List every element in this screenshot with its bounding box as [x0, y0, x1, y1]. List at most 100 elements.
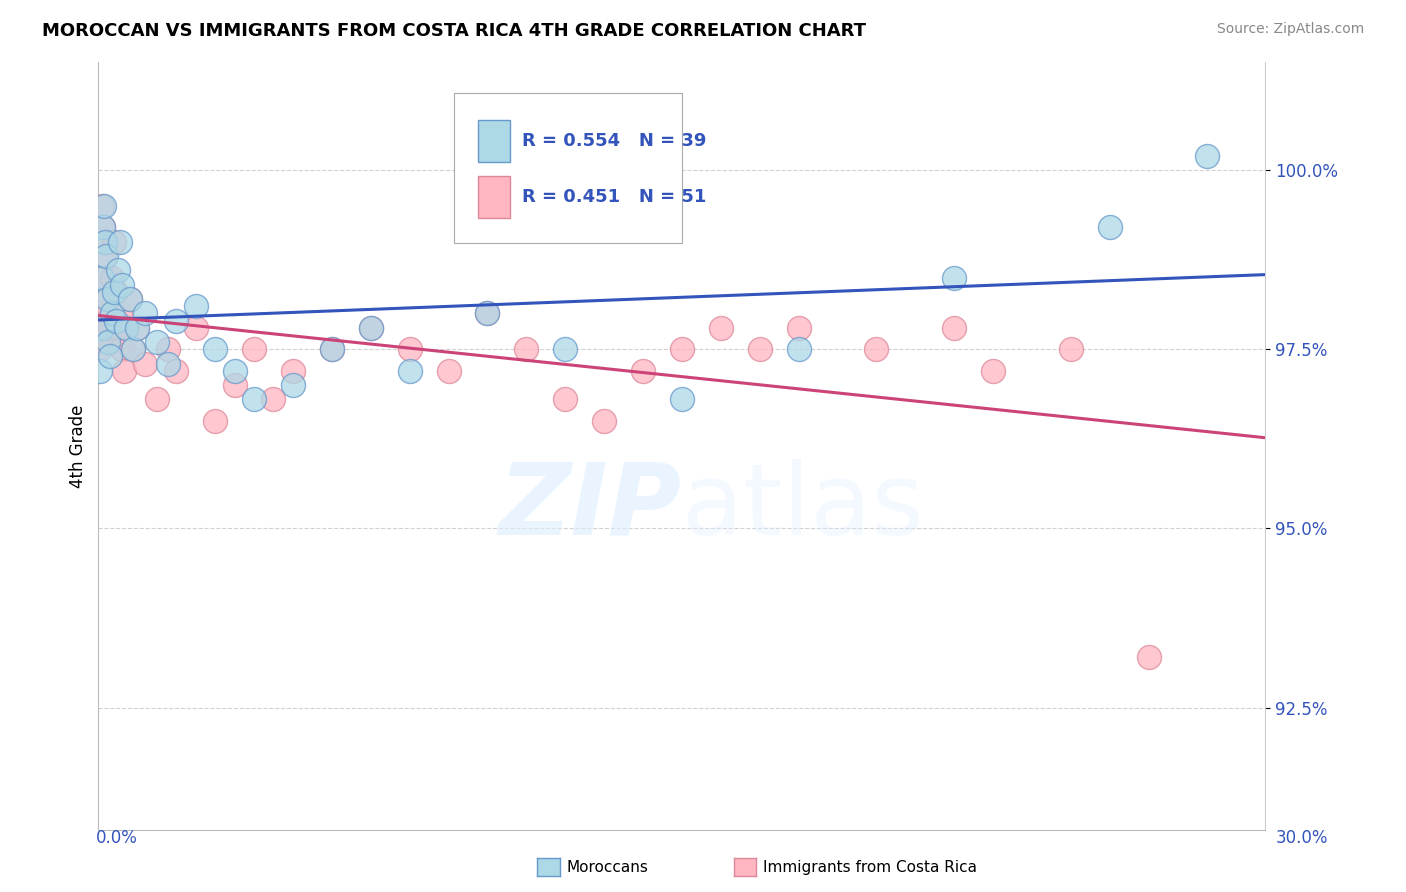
- Point: [1137, 650, 1160, 665]
- Point: [477, 306, 499, 320]
- Point: [787, 320, 810, 334]
- Point: [114, 320, 136, 334]
- Point: [122, 342, 145, 356]
- Point: [943, 270, 966, 285]
- Point: [398, 364, 420, 378]
- Text: 30.0%: 30.0%: [1277, 829, 1329, 847]
- FancyBboxPatch shape: [478, 176, 510, 219]
- Point: [94, 235, 117, 249]
- FancyBboxPatch shape: [454, 93, 682, 243]
- Point: [184, 299, 207, 313]
- Text: ZIP: ZIP: [499, 458, 682, 556]
- Point: [554, 392, 576, 407]
- Point: [90, 320, 112, 334]
- Point: [146, 334, 169, 349]
- Point: [360, 320, 382, 334]
- Text: atlas: atlas: [682, 458, 924, 556]
- Point: [94, 235, 117, 249]
- Point: [89, 364, 111, 378]
- Point: [554, 342, 576, 356]
- Point: [321, 342, 343, 356]
- Point: [104, 285, 127, 299]
- Point: [93, 199, 115, 213]
- Point: [103, 285, 125, 299]
- Point: [91, 199, 114, 213]
- Point: [146, 392, 169, 407]
- Point: [118, 292, 141, 306]
- Point: [165, 364, 187, 378]
- Text: Moroccans: Moroccans: [567, 860, 648, 874]
- Point: [107, 263, 129, 277]
- Point: [204, 342, 226, 356]
- Text: R = 0.451   N = 51: R = 0.451 N = 51: [522, 187, 706, 206]
- Point: [243, 342, 266, 356]
- Point: [108, 235, 131, 249]
- Point: [98, 334, 121, 349]
- Point: [98, 320, 121, 334]
- Point: [103, 235, 125, 249]
- Point: [981, 364, 1004, 378]
- Point: [104, 313, 127, 327]
- Point: [631, 364, 654, 378]
- Point: [281, 364, 304, 378]
- Point: [107, 320, 129, 334]
- Point: [204, 414, 226, 428]
- Point: [748, 342, 770, 356]
- Point: [101, 270, 124, 285]
- Point: [97, 292, 120, 306]
- Point: [96, 292, 118, 306]
- Point: [91, 220, 114, 235]
- Point: [111, 342, 134, 356]
- Point: [671, 392, 693, 407]
- Point: [437, 364, 460, 378]
- Text: 0.0%: 0.0%: [96, 829, 138, 847]
- Text: Immigrants from Costa Rica: Immigrants from Costa Rica: [763, 860, 977, 874]
- FancyBboxPatch shape: [478, 120, 510, 162]
- Point: [321, 342, 343, 356]
- Point: [112, 364, 135, 378]
- Point: [165, 313, 187, 327]
- Text: R = 0.554   N = 39: R = 0.554 N = 39: [522, 132, 706, 150]
- Point: [93, 249, 115, 263]
- Point: [224, 378, 246, 392]
- Point: [98, 350, 121, 364]
- Text: MOROCCAN VS IMMIGRANTS FROM COSTA RICA 4TH GRADE CORRELATION CHART: MOROCCAN VS IMMIGRANTS FROM COSTA RICA 4…: [42, 22, 866, 40]
- Point: [243, 392, 266, 407]
- Point: [710, 320, 733, 334]
- Point: [111, 277, 134, 292]
- Point: [943, 320, 966, 334]
- Point: [671, 342, 693, 356]
- Point: [281, 378, 304, 392]
- Point: [91, 220, 114, 235]
- Point: [515, 342, 537, 356]
- Point: [398, 342, 420, 356]
- Point: [127, 320, 149, 334]
- Point: [89, 306, 111, 320]
- Point: [1060, 342, 1083, 356]
- Point: [1195, 148, 1218, 162]
- Point: [477, 306, 499, 320]
- Point: [122, 342, 145, 356]
- Point: [90, 320, 112, 334]
- Point: [89, 342, 111, 356]
- Point: [157, 357, 180, 371]
- Text: Source: ZipAtlas.com: Source: ZipAtlas.com: [1216, 22, 1364, 37]
- Point: [118, 292, 141, 306]
- Point: [262, 392, 284, 407]
- Point: [96, 270, 118, 285]
- Point: [134, 306, 156, 320]
- Point: [127, 320, 149, 334]
- Point: [593, 414, 616, 428]
- Point: [101, 306, 124, 320]
- Point: [1098, 220, 1121, 235]
- Point: [224, 364, 246, 378]
- Point: [91, 270, 114, 285]
- Point: [360, 320, 382, 334]
- Point: [96, 313, 118, 327]
- Point: [157, 342, 180, 356]
- Point: [114, 320, 136, 334]
- Point: [108, 306, 131, 320]
- Point: [865, 342, 887, 356]
- Point: [184, 320, 207, 334]
- Y-axis label: 4th Grade: 4th Grade: [69, 404, 87, 488]
